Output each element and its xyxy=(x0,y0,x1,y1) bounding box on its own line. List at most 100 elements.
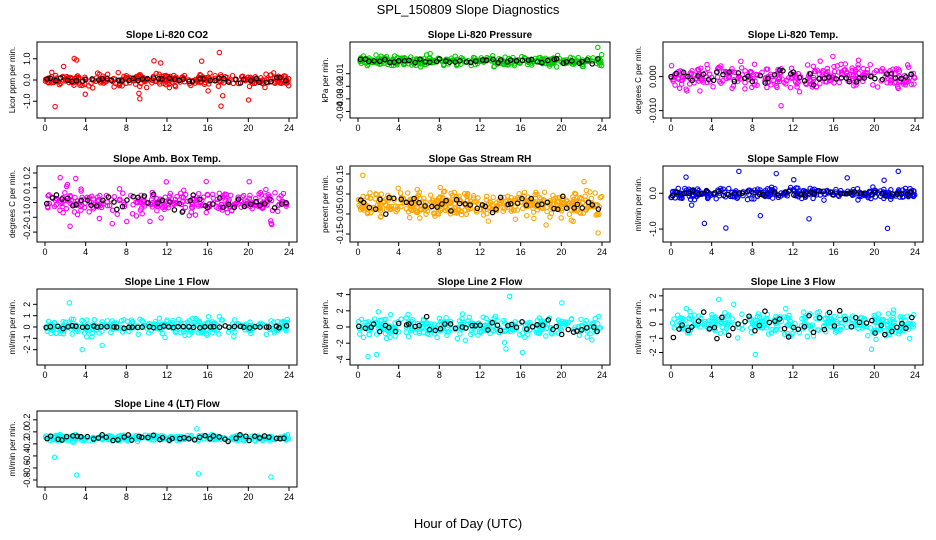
hourly-point xyxy=(446,59,453,65)
data-point xyxy=(548,210,555,217)
data-point xyxy=(408,327,414,333)
data-point xyxy=(831,63,837,70)
data-point xyxy=(911,81,917,87)
x-tick-label: 24 xyxy=(910,123,920,133)
hourly-point xyxy=(579,205,586,211)
hourly-point xyxy=(726,69,733,75)
data-point xyxy=(742,68,748,74)
hourly-point xyxy=(53,77,59,84)
hourly-point xyxy=(742,318,748,325)
x-tick-label: 16 xyxy=(829,247,839,257)
data-point xyxy=(153,70,160,77)
y-tick-label: -0.010 xyxy=(648,98,658,124)
data-point xyxy=(134,438,141,445)
data-point xyxy=(211,327,218,333)
x-tick-label: 8 xyxy=(437,247,442,257)
y-tick-label: 2 xyxy=(648,293,658,298)
hourly-point xyxy=(114,206,120,213)
x-tick-label: 24 xyxy=(910,247,920,257)
data-point xyxy=(268,474,274,480)
hourly-point xyxy=(366,204,373,211)
data-point xyxy=(783,81,789,87)
data-point xyxy=(736,168,742,175)
hourly-point xyxy=(377,196,383,203)
data-point xyxy=(458,211,465,218)
data-point xyxy=(712,327,719,334)
hourly-point xyxy=(241,203,248,210)
data-point xyxy=(403,329,410,336)
x-tick-label: 20 xyxy=(556,370,566,380)
y-tick-label: 1 xyxy=(648,307,658,312)
data-point xyxy=(911,75,918,81)
data-point xyxy=(366,331,373,338)
hourly-point xyxy=(189,78,196,85)
data-point xyxy=(679,315,685,322)
hourly-point xyxy=(98,323,104,330)
hourly-point xyxy=(467,59,474,66)
data-point xyxy=(895,66,902,72)
data-point xyxy=(378,317,385,323)
data-point xyxy=(57,174,63,181)
data-point xyxy=(830,53,836,60)
data-point xyxy=(898,317,905,324)
hourly-point xyxy=(166,75,173,81)
data-point xyxy=(413,194,420,201)
data-point xyxy=(78,188,84,194)
hourly-point xyxy=(115,77,122,84)
hourly-point xyxy=(735,70,742,76)
hourly-point xyxy=(267,196,273,202)
data-point xyxy=(865,332,871,339)
data-point xyxy=(437,184,444,191)
hourly-point xyxy=(589,61,596,67)
data-point xyxy=(96,71,103,78)
hourly-point xyxy=(121,434,127,440)
data-point xyxy=(232,317,238,323)
hourly-point xyxy=(220,75,227,82)
x-tick-label: 24 xyxy=(597,123,607,133)
hourly-point xyxy=(370,321,377,327)
hourly-point xyxy=(782,189,789,195)
data-point xyxy=(786,312,792,319)
hourly-point xyxy=(108,77,115,84)
data-point xyxy=(223,191,230,198)
data-point xyxy=(883,333,889,339)
data-point xyxy=(74,211,81,218)
hourly-point xyxy=(124,197,130,203)
hourly-point xyxy=(237,432,243,438)
hourly-point xyxy=(104,323,110,330)
data-point xyxy=(430,197,436,203)
y-tick-label: 0.15 xyxy=(335,165,345,183)
y-tick-label: -1 xyxy=(648,334,658,342)
data-point xyxy=(203,209,210,216)
data-point xyxy=(574,208,580,214)
hourly-point xyxy=(261,200,268,207)
data-point xyxy=(46,192,52,198)
hourly-point xyxy=(872,189,879,195)
data-point xyxy=(437,318,444,325)
data-point xyxy=(868,346,875,353)
data-point xyxy=(817,58,823,64)
data-point xyxy=(500,208,506,215)
data-point xyxy=(501,339,508,346)
hourly-point xyxy=(463,325,469,331)
hourly-point xyxy=(233,435,239,442)
data-point xyxy=(89,334,95,340)
hourly-point xyxy=(525,57,532,63)
x-tick-label: 8 xyxy=(437,370,442,380)
y-axis-label: kPa per min. xyxy=(321,58,330,103)
hourly-point xyxy=(129,324,136,330)
data-point xyxy=(383,335,390,342)
data-point xyxy=(172,82,178,89)
hourly-point xyxy=(765,75,771,82)
data-point xyxy=(572,191,579,197)
hourly-point xyxy=(892,75,899,81)
x-tick-label: 0 xyxy=(42,247,47,257)
hourly-point xyxy=(821,326,828,333)
data-point xyxy=(96,330,103,336)
data-point xyxy=(73,57,80,63)
hourly-point xyxy=(756,191,763,198)
hourly-point xyxy=(93,203,100,209)
hourly-point xyxy=(772,318,778,324)
data-point xyxy=(714,65,721,72)
